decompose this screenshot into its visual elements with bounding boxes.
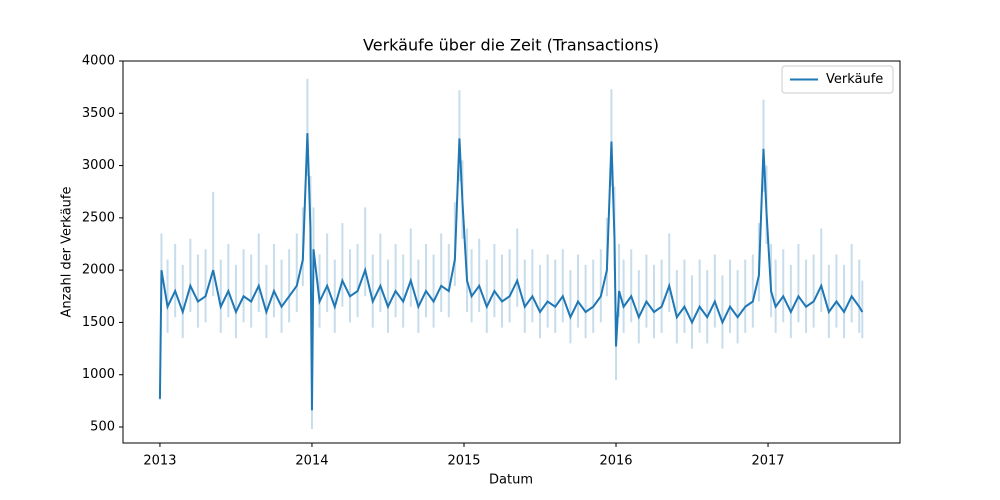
x-tick-label: 2016	[599, 454, 632, 469]
x-tick-label: 2013	[143, 454, 176, 469]
x-tick-label: 2017	[751, 454, 784, 469]
x-tick-label: 2014	[295, 454, 328, 469]
legend-label: Verkäufe	[826, 72, 883, 87]
x-tick-label: 2015	[447, 454, 480, 469]
y-tick-label: 1500	[82, 315, 115, 330]
legend-box	[781, 65, 894, 94]
line	[158, 133, 864, 411]
y-axis-label: Anzahl der Verkäufe	[60, 187, 75, 318]
y-tick-label: 3000	[82, 158, 115, 173]
y-tick-label: 3500	[82, 106, 115, 121]
plot-frame	[122, 60, 901, 444]
x-axis-label: Datum	[489, 473, 533, 488]
y-tick-label: 2000	[82, 263, 115, 278]
y-tick-label: 1000	[82, 367, 115, 382]
y-tick-label: 2500	[82, 210, 115, 225]
y-tick-label: 4000	[82, 54, 115, 69]
chart-title: Verkäufe über die Zeit (Transactions)	[363, 36, 659, 55]
y-tick-label: 500	[90, 420, 115, 435]
